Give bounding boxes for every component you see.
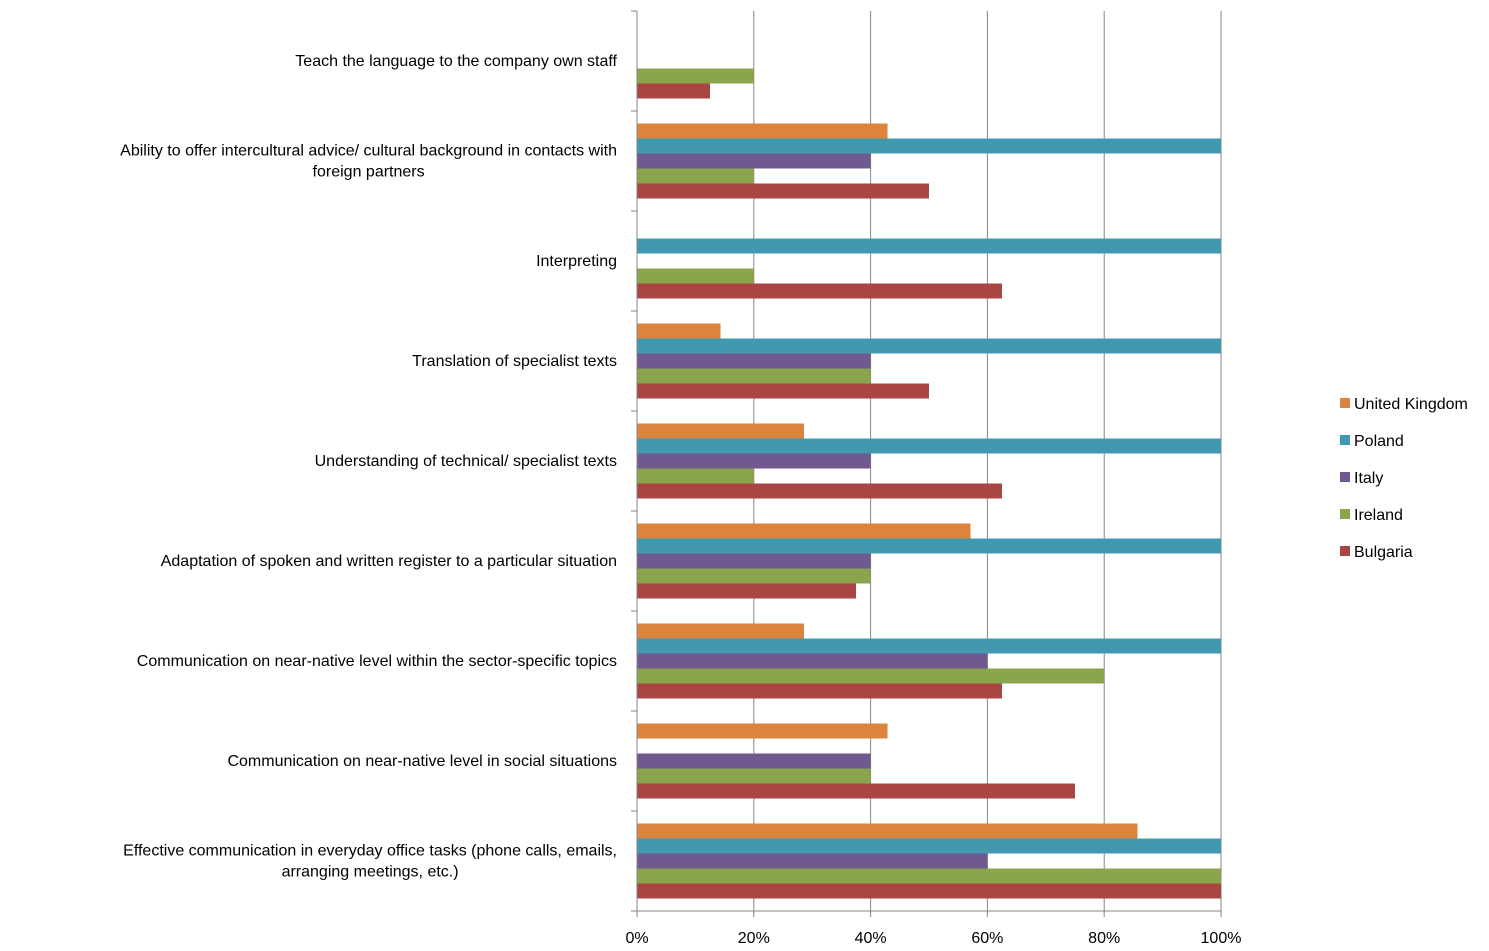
legend-label: Poland <box>1354 433 1404 450</box>
category-label-line: Understanding of technical/ specialist t… <box>315 453 617 470</box>
bar-bulgaria <box>637 583 856 599</box>
category-label-line: Communication on near-native level in so… <box>227 753 617 770</box>
category-label: Understanding of technical/ specialist t… <box>315 453 617 470</box>
category-label: Communication on near-native level in so… <box>227 753 617 770</box>
category-label-line: Effective communication in everyday offi… <box>123 843 617 860</box>
legend-label: Bulgaria <box>1354 544 1413 561</box>
bar-italy <box>637 153 871 169</box>
category-label-line: arranging meetings, etc.) <box>282 864 459 881</box>
bar-bulgaria <box>637 783 1075 799</box>
category-label: Interpreting <box>536 253 617 270</box>
bar-italy <box>637 753 871 769</box>
bar-united-kingdom <box>637 423 805 439</box>
bar-poland <box>637 338 1221 354</box>
bar-ireland <box>637 368 871 384</box>
category-label-line: Interpreting <box>536 253 617 270</box>
x-tick-label: 40% <box>855 930 887 947</box>
bar-poland <box>637 238 1221 254</box>
bar-ireland <box>637 268 754 284</box>
bar-italy <box>637 453 871 469</box>
legend-swatch <box>1340 546 1350 556</box>
legend-swatch <box>1340 472 1350 482</box>
category-label: Translation of specialist texts <box>412 353 617 370</box>
category-label-line: Teach the language to the company own st… <box>295 53 617 70</box>
bar-bulgaria <box>637 183 929 199</box>
x-tick-label: 60% <box>971 930 1003 947</box>
bar-poland <box>637 538 1221 554</box>
category-label: Teach the language to the company own st… <box>295 53 617 70</box>
category-label: Effective communication in everyday offi… <box>123 843 617 881</box>
bar-united-kingdom <box>637 823 1138 839</box>
bars <box>637 68 1221 899</box>
legend-swatch <box>1340 509 1350 519</box>
bar-italy <box>637 553 871 569</box>
x-tick-label: 100% <box>1201 930 1242 947</box>
bar-ireland <box>637 568 871 584</box>
legend-label: Ireland <box>1354 507 1403 524</box>
bar-poland <box>637 138 1221 154</box>
bar-poland <box>637 638 1221 654</box>
category-label-line: Translation of specialist texts <box>412 353 617 370</box>
x-tick-label: 0% <box>625 930 648 947</box>
category-label-line: foreign partners <box>313 164 425 181</box>
legend-label: United Kingdom <box>1354 396 1468 413</box>
bar-united-kingdom <box>637 523 971 539</box>
x-tick-labels: 0% 20% 40% 60% 80% 100% <box>625 930 1241 947</box>
category-label-line: Adaptation of spoken and written registe… <box>161 553 617 570</box>
bar-poland <box>637 438 1221 454</box>
bar-italy <box>637 653 988 669</box>
bar-ireland <box>637 168 754 184</box>
bar-bulgaria <box>637 383 929 399</box>
bar-united-kingdom <box>637 323 721 339</box>
bar-bulgaria <box>637 83 710 99</box>
bar-bulgaria <box>637 283 1002 299</box>
bar-united-kingdom <box>637 623 805 639</box>
category-label-line: Communication on near-native level withi… <box>137 653 617 670</box>
bar-bulgaria <box>637 683 1002 699</box>
bar-ireland <box>637 868 1221 884</box>
legend-label: Italy <box>1354 470 1383 487</box>
x-tick-label: 20% <box>738 930 770 947</box>
legend-swatch <box>1340 398 1350 408</box>
bar-ireland <box>637 68 754 84</box>
category-label: Communication on near-native level withi… <box>137 653 617 670</box>
legend: United Kingdom Poland Italy Ireland Bulgaria <box>1340 396 1468 561</box>
bar-ireland <box>637 768 871 784</box>
legend-swatch <box>1340 435 1350 445</box>
category-label: Ability to offer intercultural advice/ c… <box>120 143 617 181</box>
bar-bulgaria <box>637 483 1002 499</box>
bar-united-kingdom <box>637 123 888 139</box>
bar-poland <box>637 838 1221 854</box>
x-tick-label: 80% <box>1088 930 1120 947</box>
bar-italy <box>637 353 871 369</box>
category-labels: Effective communication in everyday offi… <box>120 53 617 881</box>
category-label: Adaptation of spoken and written registe… <box>161 553 617 570</box>
bar-ireland <box>637 468 754 484</box>
bar-bulgaria <box>637 883 1221 899</box>
category-label-line: Ability to offer intercultural advice/ c… <box>120 143 617 160</box>
bar-united-kingdom <box>637 723 888 739</box>
bar-italy <box>637 853 988 869</box>
bar-ireland <box>637 668 1105 684</box>
axes <box>631 10 1222 917</box>
